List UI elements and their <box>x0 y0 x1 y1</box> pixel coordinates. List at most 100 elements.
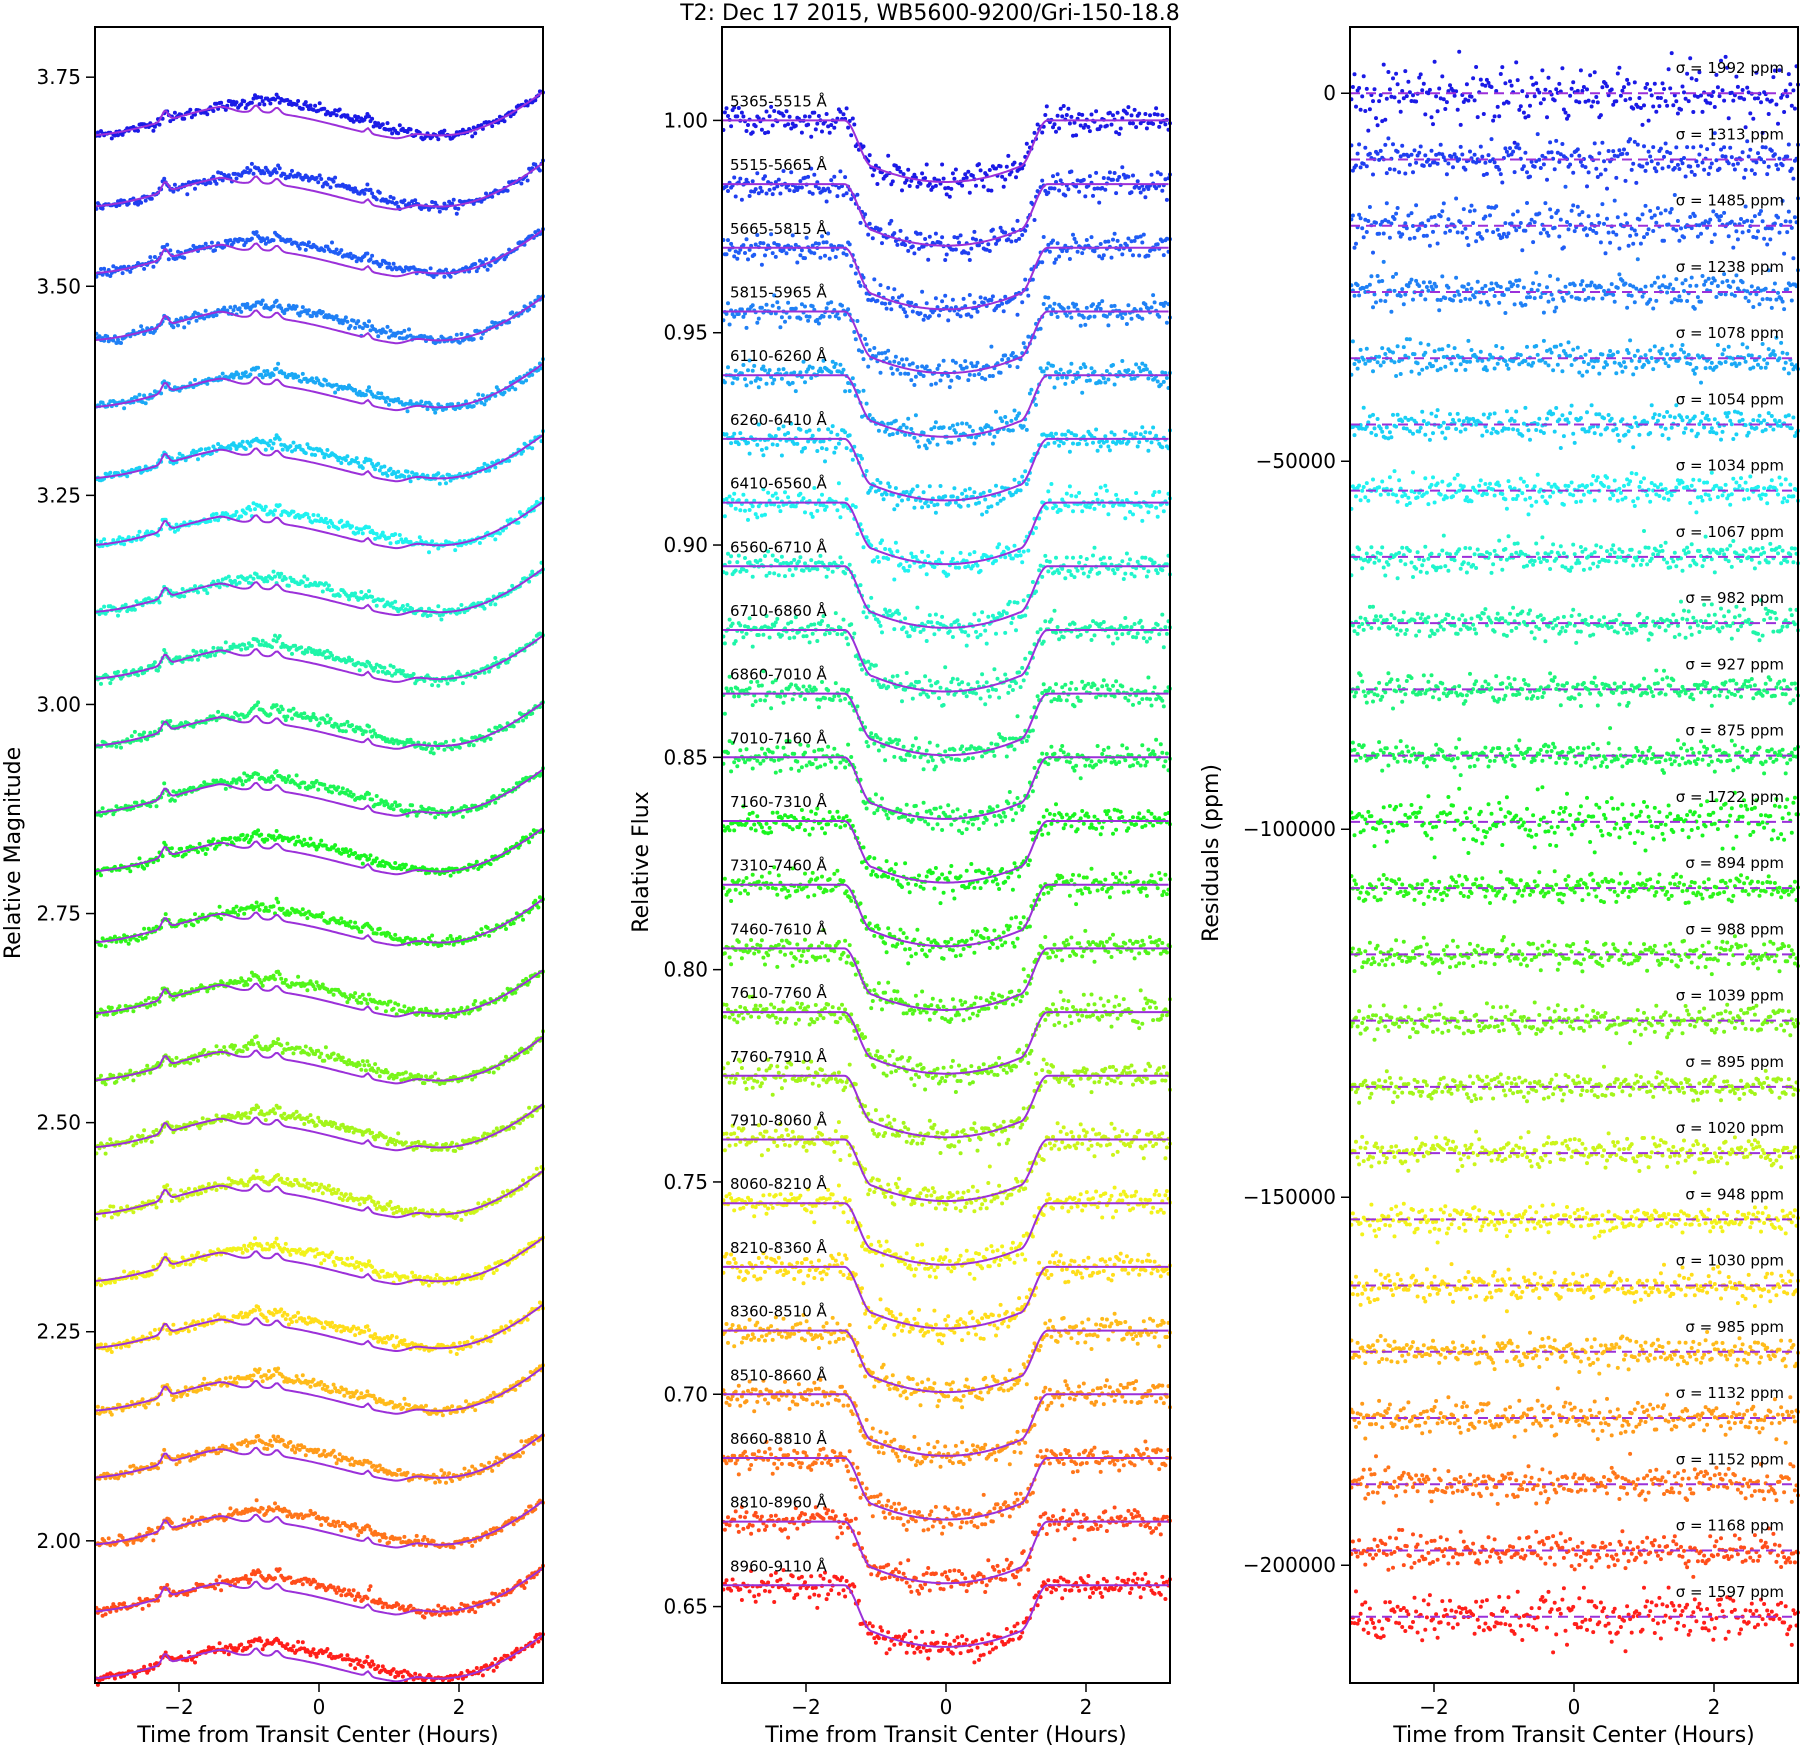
y-tick-label: 3.25 <box>36 483 81 507</box>
x-tick-label: 0 <box>940 1695 953 1719</box>
residual-points <box>1349 1129 1800 1175</box>
middle-data-points <box>721 1120 1173 1214</box>
sigma-label: σ = 927 ppm <box>1685 655 1784 673</box>
middle-model-line <box>722 501 1169 566</box>
x-tick-label: −2 <box>791 1695 820 1719</box>
middle-model-line <box>722 1011 1169 1075</box>
sigma-label: σ = 1992 ppm <box>1676 59 1784 77</box>
y-tick-label: −100000 <box>1243 817 1336 841</box>
right-xlabel: Time from Transit Center (Hours) <box>1392 1723 1755 1748</box>
middle-model-line <box>722 883 1169 948</box>
sigma-label: σ = 985 ppm <box>1685 1318 1784 1336</box>
y-tick-label: 2.00 <box>36 1529 81 1553</box>
left-data-points <box>94 158 546 216</box>
residual-points <box>1349 668 1800 711</box>
figure-title: T2: Dec 17 2015, WB5600-9200/Gri-150-18.… <box>679 1 1180 26</box>
middle-model-line <box>722 692 1169 757</box>
left-model-line <box>94 1367 543 1415</box>
left-data-points <box>94 1300 546 1356</box>
middle-model-line <box>722 1074 1169 1139</box>
sigma-label: σ = 1132 ppm <box>1676 1384 1784 1402</box>
left-model-line <box>94 769 543 817</box>
middle-model-line <box>722 820 1169 884</box>
band-label: 8810-8960 Å <box>730 1493 828 1512</box>
left-model-line <box>94 1170 543 1219</box>
sigma-label: σ = 875 ppm <box>1685 722 1784 740</box>
band-label: 8360-8510 Å <box>730 1302 828 1321</box>
band-label: 6560-6710 Å <box>730 537 828 556</box>
sigma-label: σ = 1238 ppm <box>1676 258 1784 276</box>
y-tick-label: 0.80 <box>663 958 708 982</box>
band-label: 8660-8810 Å <box>730 1429 828 1448</box>
middle-model-line <box>722 565 1169 629</box>
residual-points <box>1349 257 1800 315</box>
residual-points <box>1349 1386 1800 1445</box>
sigma-label: σ = 1152 ppm <box>1676 1450 1784 1468</box>
axes-frame <box>721 26 1171 1684</box>
sigma-label: σ = 1034 ppm <box>1676 457 1784 475</box>
left-model-line <box>94 363 543 412</box>
left-model-line <box>94 1634 543 1683</box>
middle-model-line <box>722 1584 1169 1648</box>
y-tick-label: 3.50 <box>36 274 81 298</box>
sigma-label: σ = 894 ppm <box>1685 854 1784 872</box>
residual-points <box>1349 131 1800 191</box>
left-model-line <box>94 702 543 750</box>
left-data-points <box>94 496 546 555</box>
left-model-line <box>94 91 543 140</box>
y-tick-label: 0.90 <box>663 533 708 557</box>
residual-points <box>1349 469 1800 517</box>
band-label: 6110-6260 Å <box>730 346 828 365</box>
sigma-label: σ = 988 ppm <box>1685 920 1784 938</box>
middle-model-line <box>722 310 1169 375</box>
middle-model-line <box>722 1202 1169 1266</box>
y-tick-label: 2.50 <box>36 1111 81 1135</box>
band-label: 5365-5515 Å <box>730 91 828 110</box>
left-data-points <box>94 969 546 1020</box>
left-model-line <box>94 635 543 683</box>
left-model-line <box>94 1500 543 1549</box>
middle-data-points <box>721 1057 1173 1156</box>
residual-points <box>1349 529 1800 581</box>
left-data-points <box>94 766 546 820</box>
band-label: 5815-5965 Å <box>730 282 828 301</box>
left-model-line <box>94 898 543 947</box>
axes-frame <box>94 26 544 1684</box>
left-data-points <box>94 1363 546 1418</box>
left-data-points <box>94 700 546 756</box>
band-label: 7910-8060 Å <box>730 1110 828 1129</box>
x-tick-label: 0 <box>313 1695 326 1719</box>
left-data-points <box>94 227 546 279</box>
x-tick-label: −2 <box>164 1695 193 1719</box>
middle-model-line <box>722 1265 1169 1330</box>
residual-points <box>1349 1585 1800 1655</box>
residual-points <box>1349 1064 1800 1105</box>
middle-model-line <box>722 1393 1169 1457</box>
middle-model-line <box>722 947 1169 1011</box>
left-data-points <box>94 1632 546 1687</box>
middle-data-points <box>721 421 1173 517</box>
middle-xlabel: Time from Transit Center (Hours) <box>764 1723 1127 1748</box>
left-model-line <box>94 501 543 550</box>
left-model-line <box>94 1304 543 1352</box>
middle-data-points <box>721 481 1173 582</box>
left-data-points <box>94 1433 546 1485</box>
sigma-label: σ = 948 ppm <box>1685 1185 1784 1203</box>
middle-data-points <box>721 1250 1173 1346</box>
y-tick-label: 0.95 <box>663 321 708 345</box>
left-data-points <box>94 1235 546 1288</box>
left-data-points <box>94 1103 546 1156</box>
left-data-points <box>94 631 546 688</box>
band-label: 6860-7010 Å <box>730 665 828 684</box>
y-tick-label: 0.75 <box>663 1170 708 1194</box>
y-tick-label: −50000 <box>1256 449 1336 473</box>
left-model-line <box>94 1567 543 1616</box>
y-tick-label: 3.75 <box>36 65 81 89</box>
y-tick-label: 3.00 <box>36 692 81 716</box>
y-tick-label: −200000 <box>1243 1553 1336 1577</box>
x-tick-label: 2 <box>1080 1695 1093 1719</box>
band-label: 7760-7910 Å <box>730 1047 828 1066</box>
band-label: 6260-6410 Å <box>730 410 828 429</box>
x-tick-label: 2 <box>1708 1695 1721 1719</box>
